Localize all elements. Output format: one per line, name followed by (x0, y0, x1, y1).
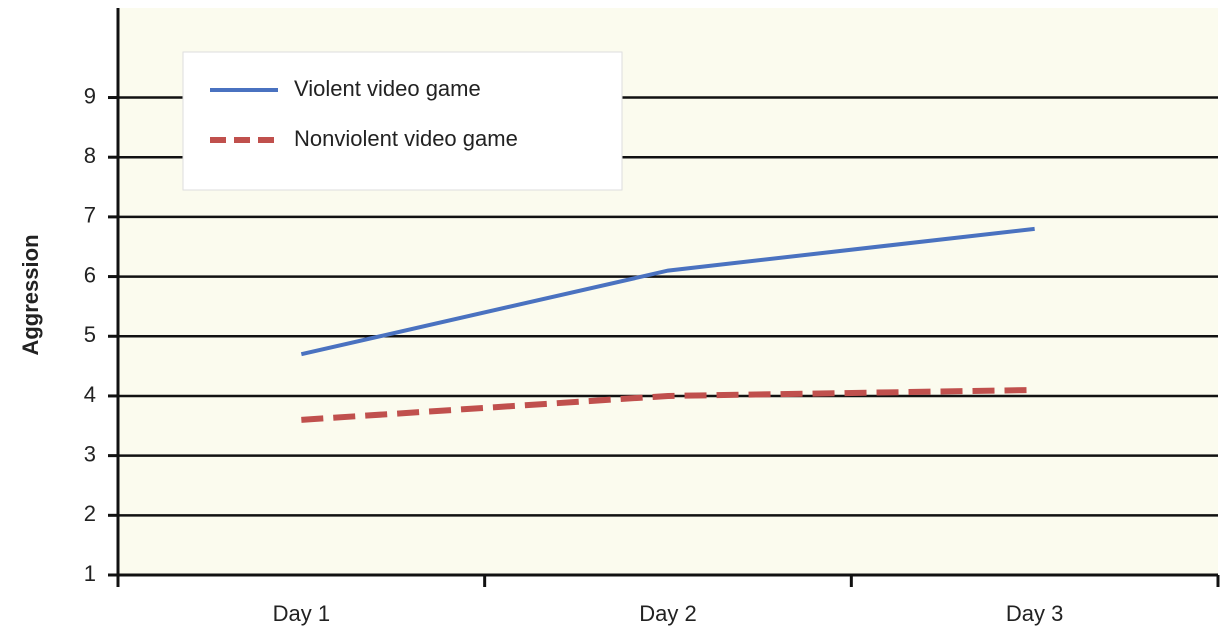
x-tick-label: Day 1 (273, 601, 330, 626)
series-line (301, 386, 1035, 423)
legend-label: Violent video game (294, 76, 481, 101)
y-tick-label: 2 (84, 501, 96, 526)
y-tick-label: 9 (84, 83, 96, 108)
y-tick-label: 7 (84, 203, 96, 228)
x-tick-label: Day 3 (1006, 601, 1063, 626)
y-tick-label: 8 (84, 143, 96, 168)
y-tick-label: 3 (84, 441, 96, 466)
y-tick-label: 5 (84, 322, 96, 347)
x-tick-label: Day 2 (639, 601, 696, 626)
series-line (300, 226, 1035, 357)
y-tick-label: 4 (84, 382, 96, 407)
y-axis-label: Aggression (18, 234, 43, 355)
y-tick-label: 6 (84, 262, 96, 287)
y-tick-label: 1 (84, 561, 96, 586)
legend-box (182, 51, 623, 191)
legend: Violent video game Nonviolent video game (182, 51, 623, 191)
legend-label: Nonviolent video game (294, 126, 518, 151)
